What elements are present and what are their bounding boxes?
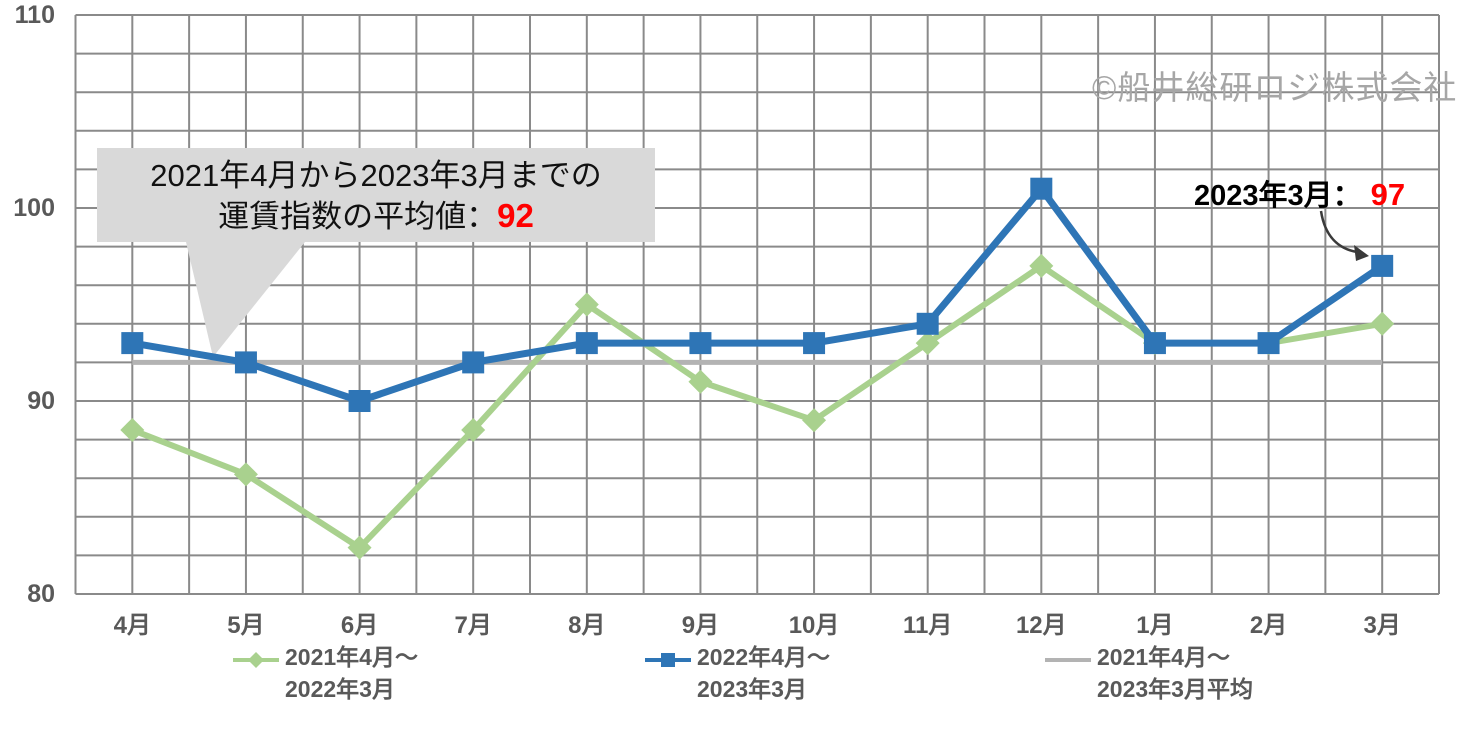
marker-square [803,332,826,355]
marker-diamond [574,292,599,317]
legend-entry-3: 2021年4月～ 2023年3月平均 [1045,644,1253,702]
legend-label: 2021年4月～ 2023年3月平均 [1097,644,1253,702]
marker-diamond [1029,253,1054,278]
x-axis-label-11: 2月 [1249,612,1288,639]
marker-square [234,351,257,374]
legend-marker-none [1045,658,1091,662]
x-axis-label-5: 8月 [568,612,606,639]
average-callout-line1: 2021年4月から2023年3月までの [150,158,602,193]
x-axis-label-3: 6月 [340,612,379,639]
marker-square [1030,177,1053,200]
x-axis-label-8: 11月 [903,612,953,639]
marker-diamond [347,535,372,560]
latest-value: 97 [1370,177,1406,212]
annotation-arrow-head [1354,245,1369,261]
marker-diamond [802,408,827,433]
legend-label: 2022年4月～ 2023年3月 [697,644,830,702]
marker-square [1143,332,1166,355]
marker-square [1257,332,1280,355]
marker-diamond [461,417,486,442]
y-axis-tick-90: 90 [27,387,55,415]
x-axis-label-1: 4月 [113,612,151,639]
marker-diamond [915,331,940,356]
y-axis-tick-80: 80 [27,580,55,608]
marker-diamond [688,369,713,394]
marker-square [689,332,712,355]
marker-square [1371,254,1394,277]
x-axis-label-4: 7月 [454,612,492,639]
marker-diamond [120,417,145,442]
legend-label-line1: 2022年4月～ [697,644,830,670]
marker-diamond [1370,311,1395,336]
legend-label: 2021年4月～ 2022年3月 [285,644,418,702]
legend-entry-1: 2021年4月～ 2022年3月 [233,644,418,702]
legend-label-line2: 2022年3月 [285,676,395,702]
x-axis-label-10: 1月 [1136,612,1174,639]
latest-value-label: 2023年3月： 97 [1194,172,1405,214]
legend-label-line2: 2023年3月 [697,676,807,702]
x-axis-label-7: 10月 [788,612,840,639]
callout-tail [186,242,305,357]
x-axis-label-12: 3月 [1363,612,1401,639]
x-axis-label-2: 5月 [227,612,265,639]
average-callout-text: 運賃指数の平均値： [218,199,498,234]
x-axis-label-6: 9月 [681,612,720,639]
marker-square [348,390,371,412]
series-line-2 [131,185,1385,405]
legend-marker-diamond [233,652,279,668]
legend-label-line1: 2021年4月～ [1097,644,1230,670]
legend-label-line2: 2023年3月平均 [1097,676,1253,702]
marker-diamond [233,462,258,487]
average-callout: 2021年4月から2023年3月までの 運賃指数の平均値：92 [97,148,655,242]
legend-marker-square [645,653,691,667]
marker-square [916,312,939,335]
y-axis-tick-100: 100 [13,194,55,222]
legend: 2021年4月～ 2022年3月 2022年4月～ 2023年3月 2021年4月～ 20… [0,644,1461,714]
x-axis-label-9: 12月 [1015,612,1067,639]
legend-label-line1: 2021年4月～ [285,644,418,670]
latest-value-prefix: 2023年3月： [1194,180,1362,212]
copyright-text: ©船井総研ロジ株式会社 [1092,69,1458,106]
marker-square [462,351,485,374]
y-axis-tick-110: 110 [14,1,55,29]
marker-square [575,332,598,355]
marker-square [121,332,144,355]
annotation-arrow [1319,210,1358,254]
legend-entry-2: 2022年4月～ 2023年3月 [645,644,830,702]
average-value: 92 [497,197,534,234]
average-callout-line2: 運賃指数の平均値：92 [97,196,655,237]
